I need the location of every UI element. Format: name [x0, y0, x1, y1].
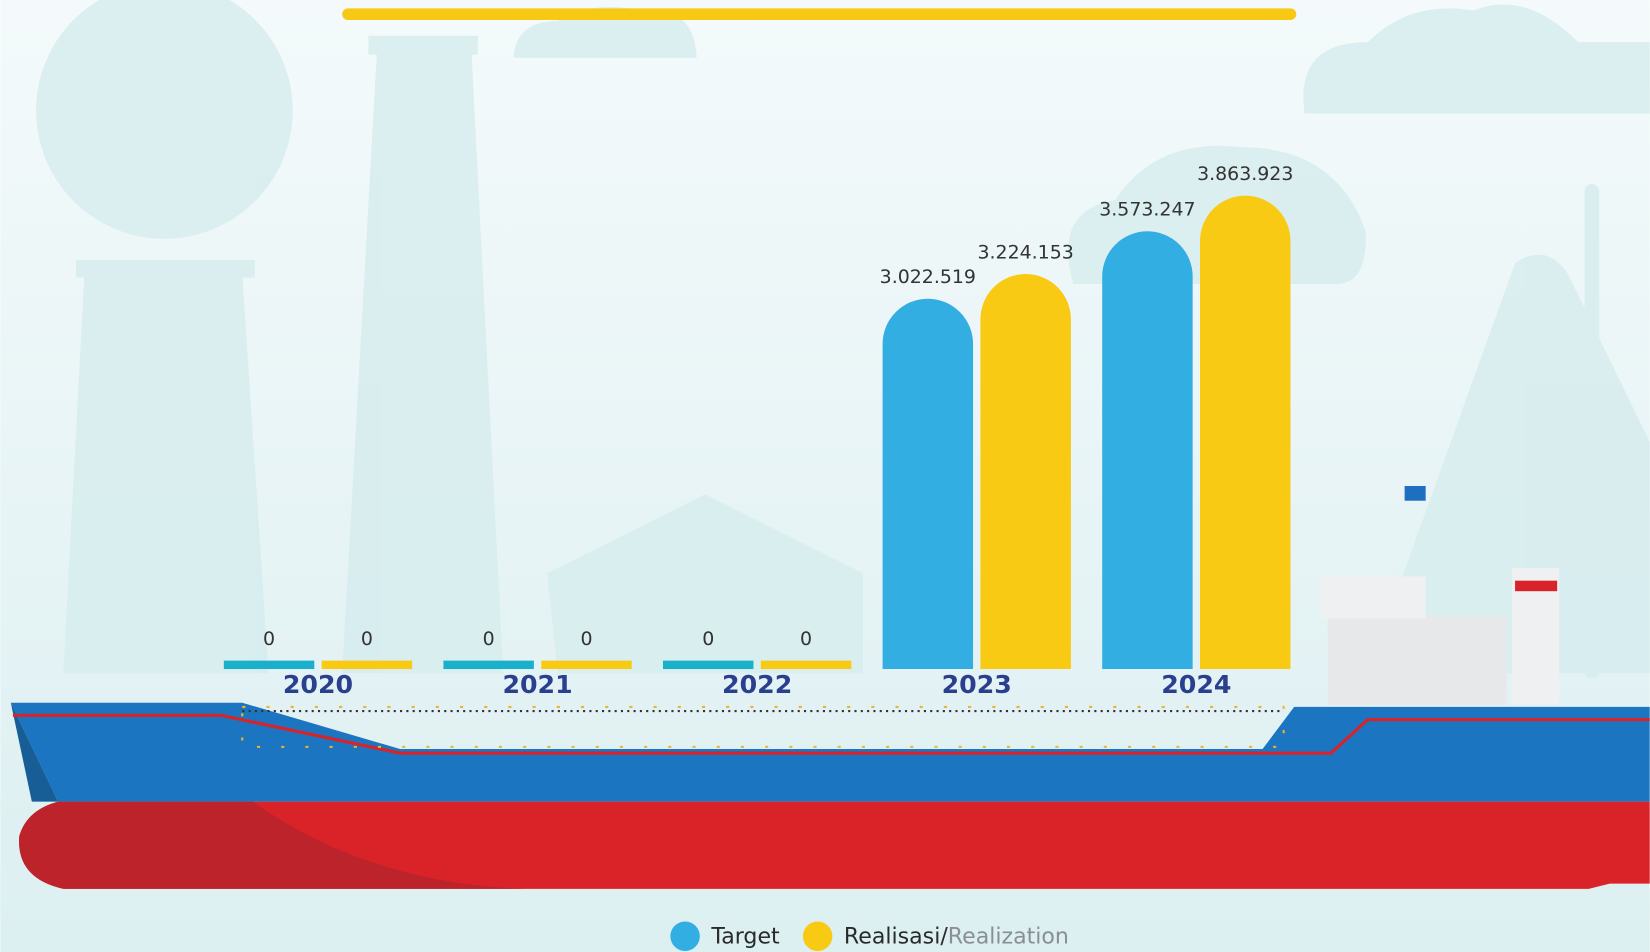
value-label: 3.022.519	[880, 266, 976, 288]
legend-label: Realisasi/Realization	[844, 923, 1069, 949]
x-tick-label: 2023	[942, 670, 1012, 699]
bar	[541, 661, 631, 669]
bar	[980, 274, 1070, 669]
x-tick-label: 2021	[502, 670, 572, 699]
value-label: 0	[702, 628, 714, 650]
bar	[322, 661, 412, 669]
legend-label-part: Realization	[948, 923, 1069, 949]
value-label: 0	[580, 628, 592, 650]
legend-label-part: Realisasi/	[844, 923, 948, 949]
bar	[1200, 196, 1290, 669]
legend-marker	[803, 921, 832, 950]
x-tick-label: 2020	[283, 670, 353, 699]
bar	[663, 661, 753, 669]
value-label: 0	[800, 628, 812, 650]
bar	[761, 661, 851, 669]
bar	[1102, 231, 1192, 669]
x-tick-label: 2022	[722, 670, 792, 699]
value-label: 0	[483, 628, 495, 650]
bar	[883, 299, 973, 669]
legend-marker	[670, 921, 699, 950]
header-bar	[342, 8, 1296, 20]
chart: 2020 0 0 2021 0 0 2022 0 0 2023 3.022.5193.224.153…	[0, 0, 1650, 952]
value-label: 3.573.247	[1099, 199, 1195, 221]
legend-label: Target	[710, 923, 780, 949]
x-tick-label: 2024	[1161, 670, 1231, 699]
value-label: 0	[263, 628, 275, 650]
value-label: 3.224.153	[978, 241, 1074, 263]
bar	[224, 661, 314, 669]
value-label: 0	[361, 628, 373, 650]
bar	[443, 661, 533, 669]
value-label: 3.863.923	[1197, 163, 1293, 185]
